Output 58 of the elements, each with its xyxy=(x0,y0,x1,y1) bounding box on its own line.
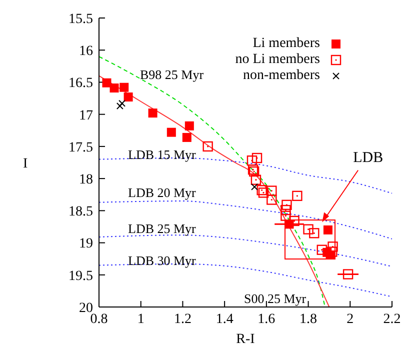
point xyxy=(266,186,277,196)
y-tick-label: 16.5 xyxy=(68,76,93,92)
y-tick-label: 19 xyxy=(79,236,93,252)
series-label: LDB 15 Myr xyxy=(128,147,196,162)
annotation: LDB xyxy=(353,150,384,168)
point xyxy=(289,216,300,226)
y-tick-label: 16 xyxy=(79,44,93,60)
point xyxy=(280,204,291,216)
point xyxy=(323,225,332,234)
point xyxy=(202,141,213,152)
x-tick-label: 1.4 xyxy=(216,312,234,327)
x-tick-label: 1.8 xyxy=(300,312,318,327)
x-tick-label: 1.2 xyxy=(174,312,192,327)
point xyxy=(148,108,158,118)
point xyxy=(246,155,258,166)
y-tick-label: 17 xyxy=(79,108,93,124)
point xyxy=(110,84,119,92)
point xyxy=(166,128,176,137)
point xyxy=(250,174,262,185)
y-tick-label: 15.5 xyxy=(68,12,93,27)
series-label: B98 25 Myr xyxy=(140,67,204,82)
line-series xyxy=(99,234,392,268)
y-tick-label: 20 xyxy=(79,300,93,316)
series-label: LDB 20 Myr xyxy=(128,185,196,200)
point xyxy=(327,246,338,257)
point xyxy=(256,185,267,196)
series-label: LDB 25 Myr xyxy=(128,221,196,236)
point xyxy=(309,228,320,238)
point xyxy=(342,269,354,280)
point xyxy=(266,194,277,205)
series-label: LDB 30 Myr xyxy=(128,253,196,268)
point xyxy=(252,152,262,164)
point xyxy=(316,244,327,255)
point xyxy=(102,78,112,88)
point xyxy=(182,132,192,142)
x-tick-label: 2.2 xyxy=(383,312,401,327)
legend-label: no Li members xyxy=(235,52,321,68)
x-tick-label: 0.8 xyxy=(90,312,108,327)
y-tick-label: 17.5 xyxy=(68,140,93,156)
point xyxy=(292,190,302,201)
y-tick-label: 18.5 xyxy=(68,204,93,220)
point xyxy=(303,224,314,234)
series-label: S00 25 Myr xyxy=(244,291,306,306)
point xyxy=(184,121,194,130)
y-tick-label: 18 xyxy=(79,172,93,188)
point xyxy=(258,188,269,198)
x-tick-label: 1 xyxy=(137,312,144,327)
legend-label: non-members xyxy=(242,68,321,84)
y-tick-label: 19.5 xyxy=(68,268,93,284)
x-tick-label: 1.6 xyxy=(258,312,276,327)
line-series xyxy=(99,200,392,240)
legend-label: Li members xyxy=(252,36,321,52)
point xyxy=(282,200,292,210)
point xyxy=(124,92,133,102)
x-tick-label: 2 xyxy=(346,312,354,327)
y-axis-title: I xyxy=(23,156,28,172)
x-axis-title: R-I xyxy=(236,332,256,347)
point xyxy=(120,82,129,92)
